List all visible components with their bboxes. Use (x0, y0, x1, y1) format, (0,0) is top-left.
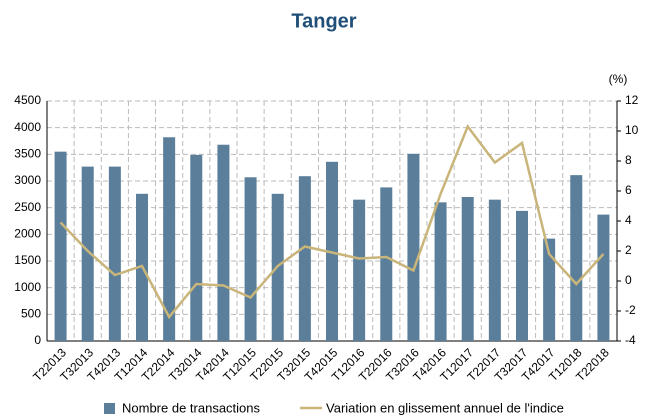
y-tick-label: 2500 (14, 200, 41, 214)
y2-tick-label: 10 (625, 123, 639, 137)
chart-title: Tanger (291, 10, 356, 32)
bar (244, 177, 257, 341)
y-tick-label: 2000 (14, 227, 41, 241)
y2-tick-label: -4 (625, 333, 636, 347)
bar (434, 202, 447, 341)
bar (597, 214, 610, 341)
bar (570, 175, 583, 341)
bar (407, 153, 420, 341)
y-tick-label: 1000 (14, 280, 41, 294)
y2-tick-label: 6 (625, 183, 632, 197)
legend-label: Nombre de transactions (122, 400, 261, 415)
y2-tick-label: 2 (625, 243, 632, 257)
y2-tick-label: 4 (625, 213, 632, 227)
bar (54, 151, 67, 341)
y2-tick-label: 0 (625, 273, 632, 287)
y2-tick-label: -2 (625, 303, 636, 317)
line (59, 123, 605, 320)
bar (108, 166, 121, 341)
bar (353, 199, 366, 341)
legend-label: Variation en glissement annuel de l'indi… (326, 400, 564, 415)
bar (380, 187, 393, 341)
y2-unit-label: (%) (609, 72, 628, 86)
y-tick-label: 0 (34, 333, 41, 347)
y-tick-label: 500 (21, 307, 41, 321)
bar (516, 210, 528, 341)
bar (461, 197, 474, 341)
bar (81, 166, 94, 341)
bar (217, 144, 230, 341)
bar (298, 176, 311, 341)
bar (163, 137, 176, 341)
bar (543, 238, 556, 341)
y-tick-label: 3000 (14, 173, 41, 187)
legend-swatch (104, 403, 115, 414)
bar (190, 154, 203, 341)
y-tick-label: 4500 (14, 93, 41, 107)
y2-tick-label: 8 (625, 153, 632, 167)
y2-tick-label: 12 (625, 93, 639, 107)
y-tick-label: 4000 (14, 120, 41, 134)
y-tick-label: 3500 (14, 147, 41, 161)
y-tick-label: 1500 (14, 253, 41, 267)
bar (488, 199, 501, 341)
